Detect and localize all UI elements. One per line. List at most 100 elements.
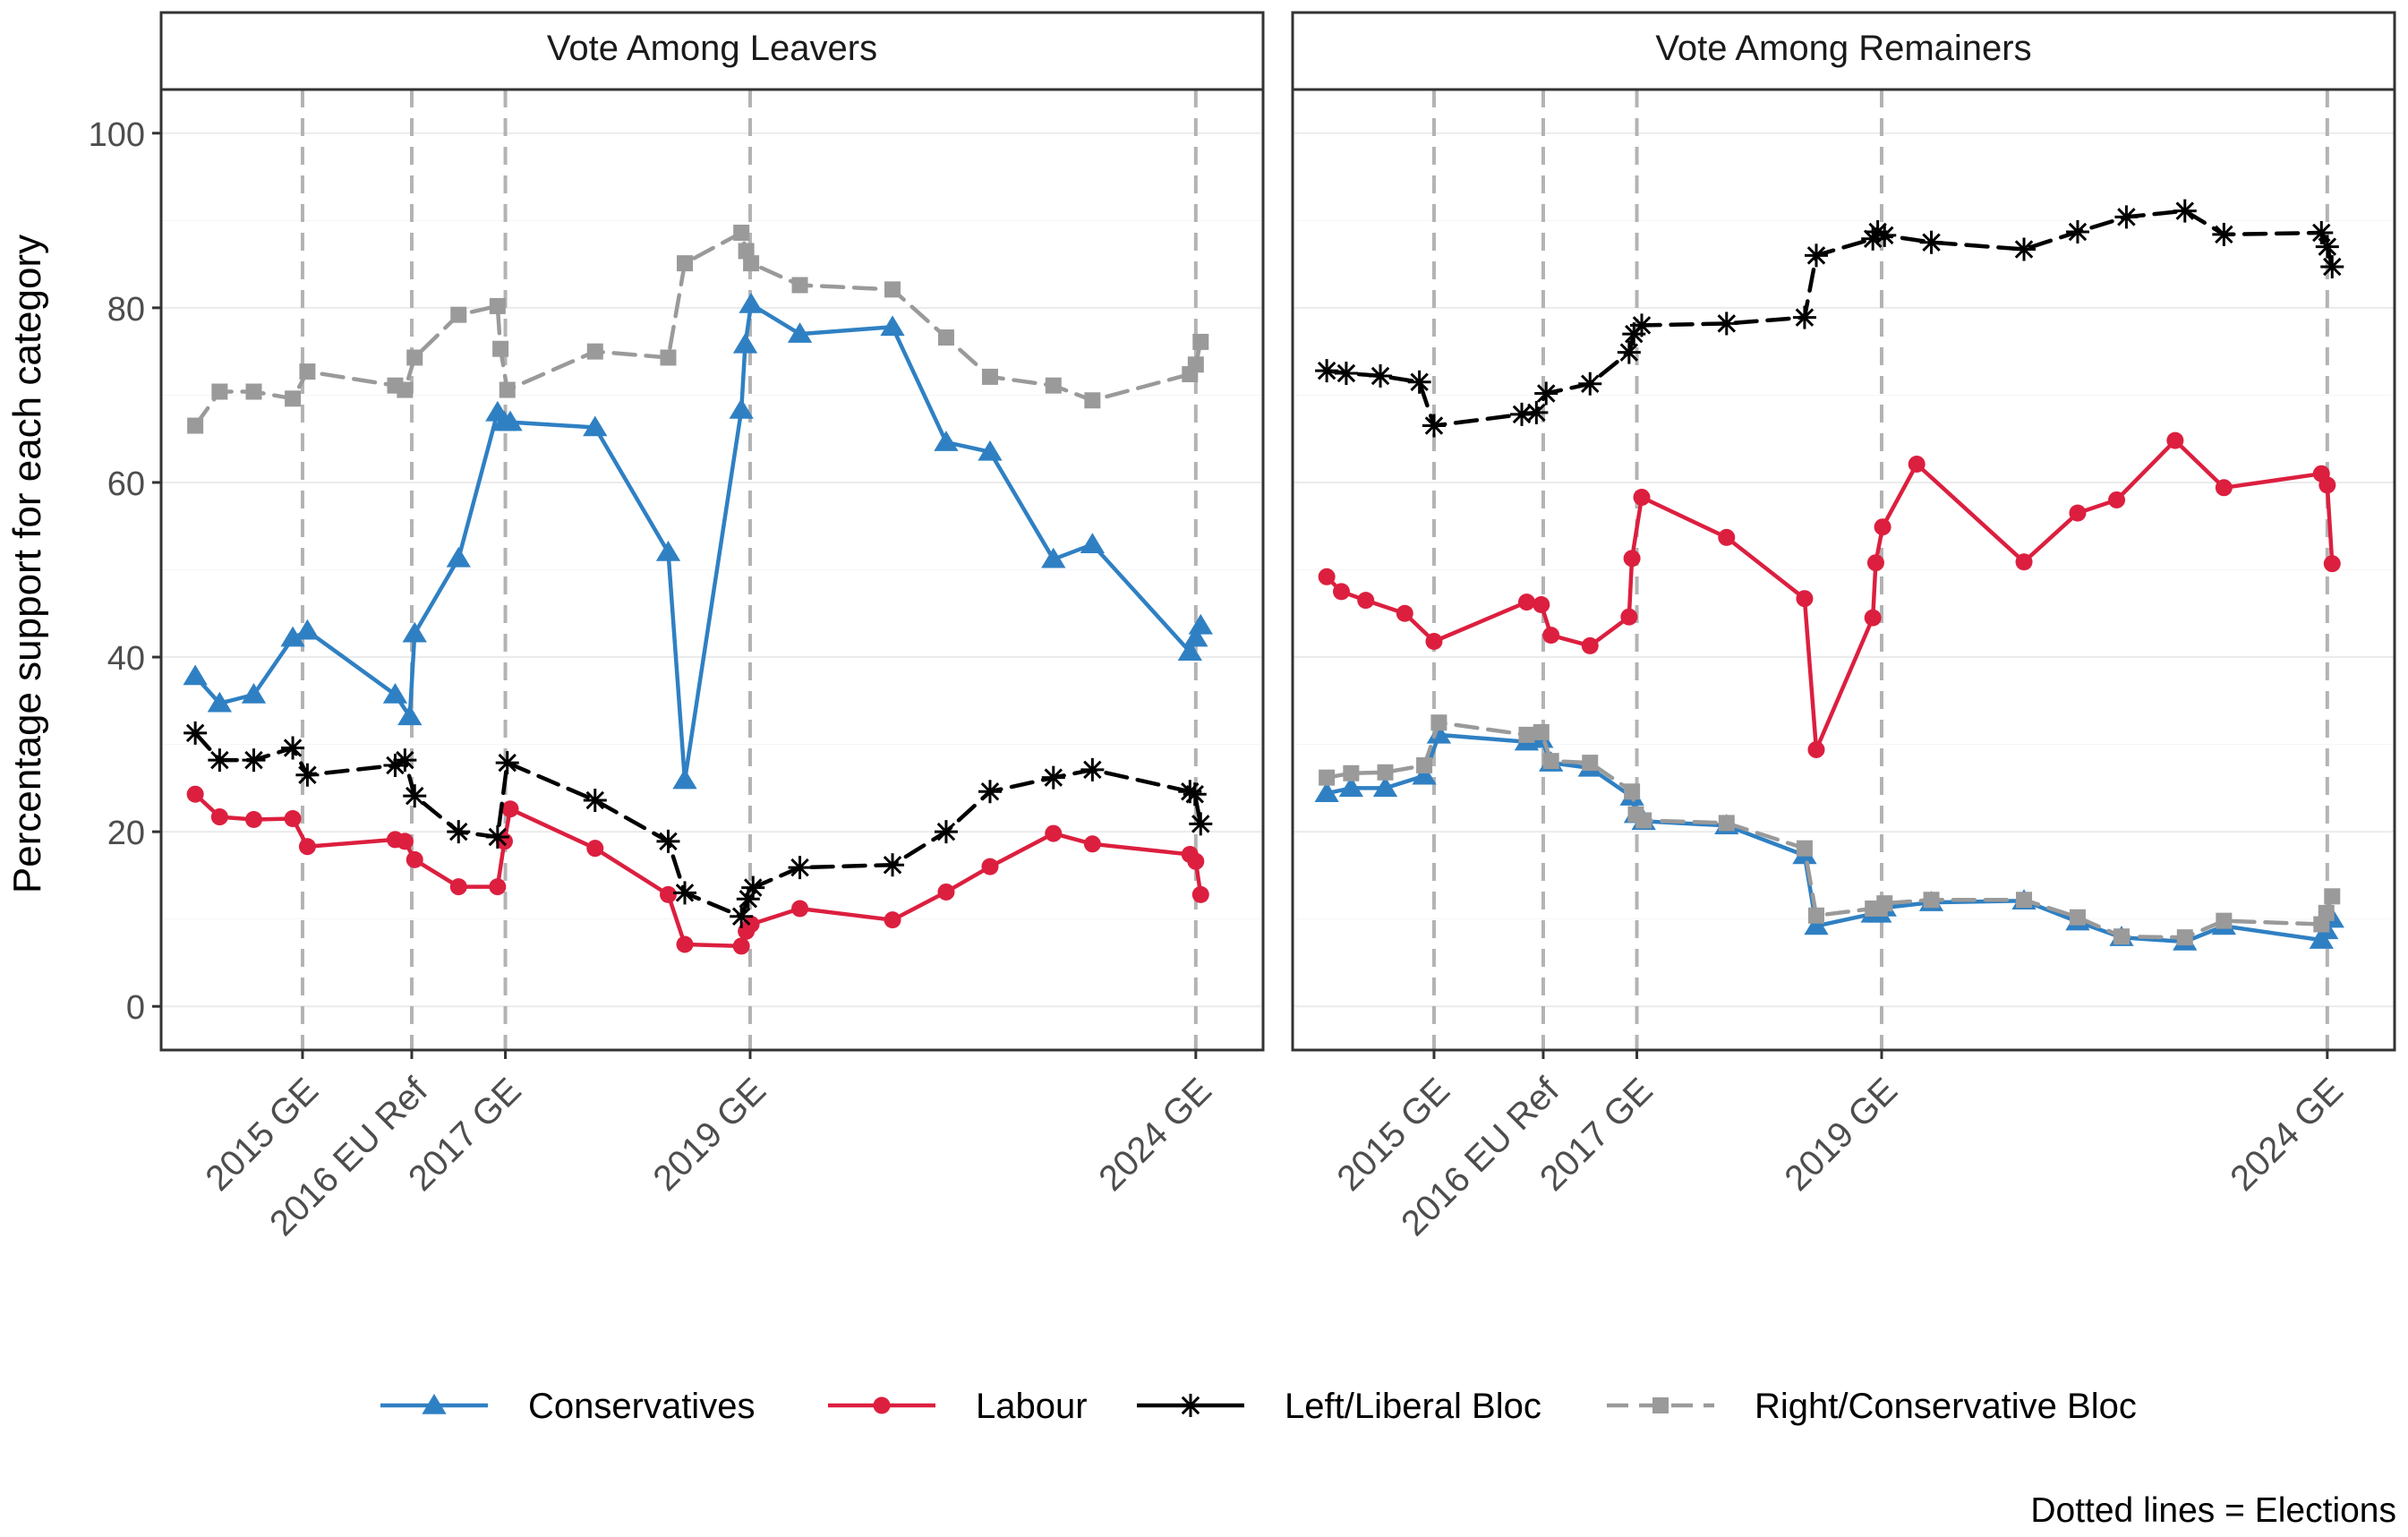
data-point: [383, 754, 407, 778]
data-point: [1919, 230, 1943, 254]
data-point: [1623, 550, 1641, 568]
data-point: [1357, 592, 1375, 610]
data-point: [244, 810, 262, 828]
legend-marker: [422, 1394, 447, 1414]
data-point: [1192, 333, 1209, 350]
data-point: [499, 381, 516, 398]
data-point: [1430, 714, 1447, 731]
data-point: [1908, 455, 1926, 473]
data-point: [1804, 914, 1829, 935]
y-tick-label: 0: [126, 989, 145, 1027]
data-point: [1624, 783, 1641, 800]
data-point: [2315, 235, 2339, 259]
data-point: [1807, 740, 1825, 758]
data-point: [501, 800, 519, 818]
data-point: [406, 850, 423, 868]
data-point: [485, 824, 509, 849]
data-point: [1792, 305, 1816, 329]
data-point: [2212, 222, 2236, 246]
data-point: [586, 840, 604, 858]
data-point: [1426, 722, 1452, 744]
data-point: [1187, 356, 1204, 373]
data-point: [2015, 553, 2033, 571]
data-point: [676, 935, 694, 953]
data-point: [397, 381, 414, 398]
legend-marker: [873, 1396, 891, 1414]
data-point: [187, 417, 204, 434]
data-point: [2016, 892, 2033, 909]
data-point: [934, 820, 958, 844]
data-point: [1617, 340, 1641, 364]
data-point: [672, 881, 696, 905]
data-point: [299, 363, 316, 380]
data-point: [741, 875, 765, 900]
data-point: [1319, 769, 1336, 786]
data-point: [1187, 852, 1205, 870]
data-point: [656, 829, 680, 853]
data-point: [498, 410, 523, 431]
data-point: [241, 682, 267, 704]
data-point: [978, 780, 1002, 804]
legend-item: Right/Conservative Bloc: [1607, 1387, 2137, 1426]
data-point: [1923, 892, 1940, 909]
data-point: [1866, 554, 1884, 572]
data-point: [1874, 518, 1891, 536]
data-point: [791, 277, 808, 294]
panel-title: Vote Among Remainers: [1655, 29, 2031, 68]
data-point: [1422, 414, 1446, 438]
legend-label: Labour: [976, 1387, 1088, 1426]
data-point: [1045, 377, 1062, 394]
data-point: [1864, 609, 1882, 627]
data-point: [1534, 381, 1558, 406]
data-point: [2318, 476, 2336, 494]
data-point: [1084, 392, 1101, 409]
legend-label: Conservatives: [528, 1387, 755, 1426]
data-point: [1582, 755, 1599, 772]
data-point: [1338, 776, 1364, 798]
panel-strip: [1291, 11, 2396, 91]
data-point: [1718, 528, 1736, 546]
data-point: [1718, 815, 1735, 832]
panel-strip: [159, 11, 1265, 91]
data-point: [2069, 909, 2086, 926]
data-point: [732, 937, 750, 955]
data-point: [655, 540, 681, 561]
data-point: [730, 904, 754, 928]
data-point: [1629, 313, 1653, 337]
data-point: [1804, 243, 1828, 268]
data-point: [403, 784, 427, 808]
data-point: [1620, 608, 1638, 626]
data-point: [2176, 929, 2193, 946]
data-point: [1533, 723, 1550, 740]
data-point: [242, 748, 266, 773]
series-right-conservative-bloc: [1319, 714, 2341, 946]
data-point: [210, 808, 228, 826]
data-point: [1041, 765, 1065, 790]
legend-label: Left/Liberal Bloc: [1285, 1387, 1541, 1426]
caption: Dotted lines = Elections: [2030, 1491, 2396, 1530]
legend-marker: [1179, 1394, 1202, 1417]
data-point: [1796, 840, 1813, 857]
legend-item: Labour: [828, 1387, 1088, 1426]
data-point: [396, 833, 414, 850]
data-point: [1188, 613, 1213, 635]
data-point: [659, 885, 677, 903]
data-point: [884, 281, 901, 298]
data-point: [1045, 824, 1063, 842]
data-point: [295, 619, 320, 640]
data-point: [450, 306, 467, 323]
data-point: [495, 751, 519, 775]
data-point: [285, 390, 302, 407]
data-point: [1873, 223, 1897, 247]
legend-item: Conservatives: [380, 1387, 755, 1426]
data-point: [1396, 604, 1413, 622]
y-axis-label: Percentage support for each category: [5, 235, 49, 893]
data-point: [207, 691, 233, 713]
data-point: [1807, 907, 1824, 924]
data-point: [295, 763, 320, 787]
data-point: [281, 736, 305, 760]
data-point: [1083, 835, 1101, 853]
data-point: [489, 297, 506, 314]
data-point: [743, 255, 760, 272]
data-point: [211, 383, 228, 400]
